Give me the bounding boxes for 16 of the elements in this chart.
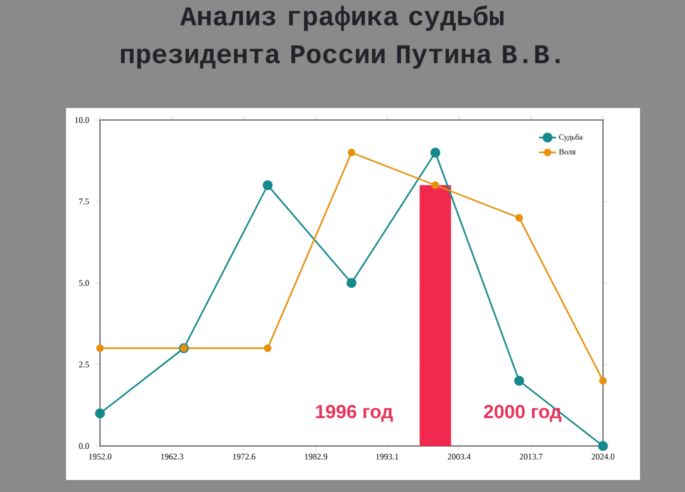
x-tick-label: 2024.0 — [592, 454, 614, 460]
y-tick-label: 2.5 — [79, 362, 89, 368]
annotation: 2000 год — [484, 404, 562, 422]
x-tick-label: 1962.3 — [161, 454, 184, 460]
y-tick-label: 10.0 — [75, 117, 89, 123]
x-tick-label: 1952.0 — [89, 454, 112, 460]
x-tick-label: 1993.1 — [376, 454, 398, 460]
y-tick-label: 0.0 — [78, 443, 89, 449]
chart-title: Анализ графика судьбы президента России Путина В.В. — [121, 6, 560, 69]
y-tick-label: 7.5 — [79, 198, 89, 204]
x-tick-label: 1972.6 — [233, 454, 256, 460]
x-tick-label: 1982.9 — [304, 454, 328, 460]
x-tick-label: 2013.7 — [520, 454, 542, 460]
x-tick-label: 2003.4 — [448, 454, 471, 460]
annotation: 1996 год — [316, 404, 393, 422]
y-tick-label: 5.0 — [79, 280, 89, 286]
